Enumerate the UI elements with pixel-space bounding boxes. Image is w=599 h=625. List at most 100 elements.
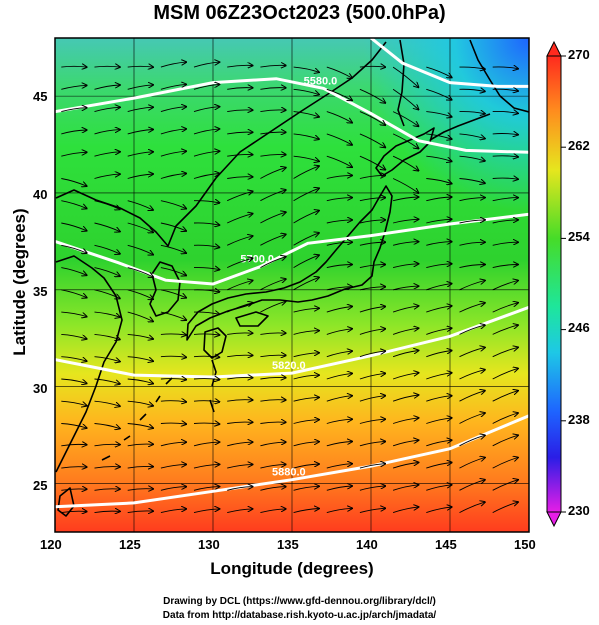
- streamline-arrow: [426, 328, 451, 335]
- streamline-arrow: [193, 334, 219, 335]
- streamline-arrow: [61, 511, 86, 512]
- streamline-arrow: [127, 222, 153, 232]
- streamline-arrow: [426, 463, 451, 469]
- colorbar-top-arrow: [546, 40, 562, 57]
- streamline-arrow: [359, 373, 385, 380]
- streamline-arrow: [160, 356, 186, 357]
- streamline-arrow: [359, 419, 385, 424]
- streamline-arrow: [61, 489, 86, 490]
- streamline-arrow: [293, 397, 319, 402]
- streamline-arrow: [160, 289, 186, 298]
- streamline-arrow: [326, 198, 352, 202]
- streamline-arrow: [94, 174, 120, 179]
- streamline-arrow: [61, 467, 86, 468]
- streamline-arrow: [127, 85, 153, 90]
- streamline-arrow: [260, 422, 285, 423]
- streamline-arrow: [293, 277, 319, 291]
- streamline-arrow: [61, 66, 86, 67]
- streamline-arrow: [193, 223, 219, 225]
- streamline-arrow: [260, 257, 285, 268]
- streamline-arrow: [426, 485, 451, 491]
- streamline-arrow: [160, 174, 186, 179]
- streamline-arrow: [193, 487, 219, 491]
- contour-line: [370, 38, 529, 88]
- streamline-arrow: [227, 509, 252, 514]
- streamline-arrow: [127, 511, 153, 513]
- streamline-arrow: [227, 303, 252, 313]
- streamline-arrow: [94, 152, 120, 157]
- streamline-arrow: [160, 267, 186, 276]
- streamline-arrow: [459, 242, 485, 246]
- streamline-arrow: [193, 129, 219, 135]
- streamline-arrow: [127, 267, 153, 277]
- streamline-arrow: [392, 485, 418, 491]
- x-tick-label: 145: [435, 537, 457, 552]
- streamline-arrow: [193, 268, 219, 270]
- streamline-arrow: [127, 423, 153, 429]
- streamline-arrow: [492, 242, 518, 246]
- colorbar-label: 270: [568, 47, 590, 62]
- streamline-arrow: [94, 400, 120, 406]
- streamline-arrow: [293, 88, 319, 94]
- streamline-arrow: [160, 151, 186, 157]
- streamline-arrow: [193, 423, 219, 424]
- streamline-arrow: [193, 356, 219, 357]
- streamline-arrow: [293, 442, 319, 447]
- streamline-arrow: [426, 284, 451, 291]
- map-title: MSM 06Z23Oct2023 (500.0hPa): [153, 2, 446, 24]
- streamline-arrow: [392, 178, 418, 193]
- streamline-arrow: [193, 379, 219, 380]
- streamline-arrow: [61, 311, 86, 317]
- streamline-arrow: [61, 200, 86, 209]
- streamline-arrow: [227, 333, 252, 334]
- streamline-arrow: [459, 303, 485, 313]
- streamline-arrow: [293, 308, 319, 313]
- streamline-arrow: [94, 356, 120, 362]
- streamline-arrow: [293, 188, 319, 202]
- streamline-arrow: [326, 265, 352, 269]
- streamline-arrow: [426, 88, 451, 99]
- streamline-arrow: [326, 88, 352, 100]
- y-tick-label: 30: [33, 381, 48, 396]
- streamline-arrow: [227, 281, 252, 291]
- x-tick-label: 135: [277, 537, 299, 552]
- streamline-arrow: [293, 331, 319, 335]
- streamline-arrow: [392, 264, 418, 269]
- streamline-arrow: [326, 486, 352, 491]
- streamline-arrow: [426, 66, 451, 77]
- streamline-arrow: [392, 306, 418, 313]
- streamline-arrow: [426, 197, 451, 202]
- streamline-arrow: [293, 233, 319, 246]
- streamline-arrow: [426, 440, 451, 447]
- colorbar-label: 254: [568, 229, 590, 244]
- colorbar-label: 230: [568, 503, 590, 518]
- streamline-arrow: [260, 464, 285, 469]
- contour-line: [55, 77, 529, 154]
- streamline-arrow: [492, 303, 518, 313]
- streamline-arrow: [160, 200, 186, 209]
- streamline-arrow: [359, 442, 385, 447]
- streamline-arrow: [326, 133, 352, 145]
- streamline-arrow: [326, 66, 352, 78]
- streamline-arrow: [260, 487, 285, 491]
- streamline-arrow: [160, 62, 186, 68]
- streamline-arrow: [459, 413, 485, 424]
- streamline-arrow: [492, 435, 518, 447]
- y-tick-label: 25: [33, 478, 48, 493]
- streamline-arrow: [426, 111, 451, 117]
- streamline-arrow: [127, 400, 153, 406]
- contour-line: [55, 212, 529, 286]
- streamline-arrow: [127, 489, 153, 491]
- streamline-arrow: [359, 329, 385, 335]
- streamline-arrow: [193, 151, 219, 157]
- y-tick-label: 35: [33, 284, 48, 299]
- streamline-arrow: [459, 198, 485, 202]
- streamline-arrow: [293, 375, 319, 380]
- streamline-arrow: [426, 507, 451, 514]
- streamline-arrow: [392, 373, 418, 380]
- streamline-arrow: [326, 508, 352, 514]
- streamline-arrow: [61, 108, 86, 113]
- streamline-arrow: [160, 244, 186, 253]
- streamline-arrow: [326, 242, 352, 246]
- streamline-arrow: [492, 325, 518, 335]
